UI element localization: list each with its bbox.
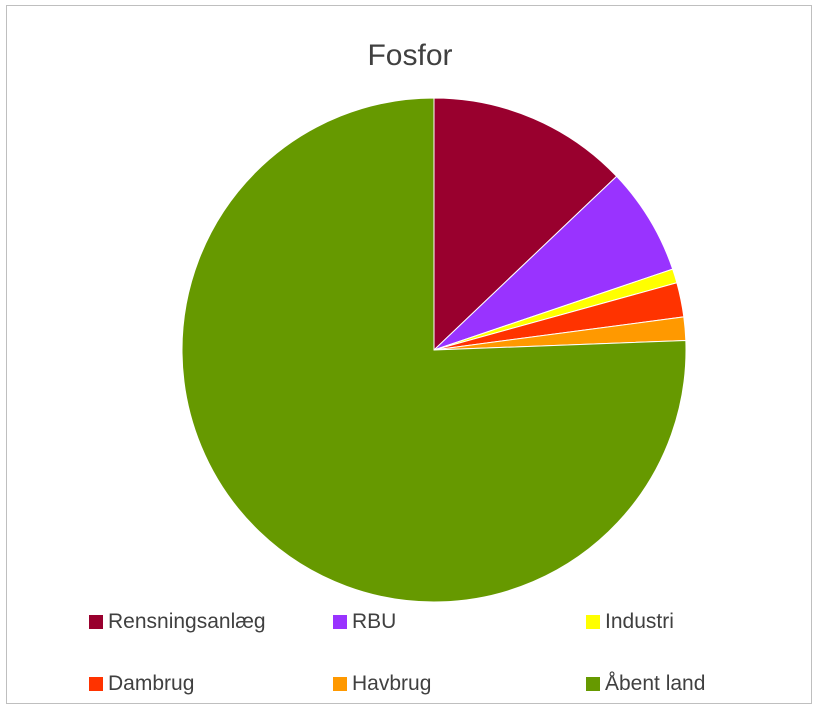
legend-label: Åbent land — [605, 672, 706, 695]
chart-frame: Fosfor Rensningsanlæg RBU Industri Dambr… — [6, 5, 812, 704]
pie-slice--bent-land — [181, 97, 687, 603]
pie-chart — [181, 97, 687, 603]
legend-label: Rensningsanlæg — [108, 610, 266, 633]
legend-item-rensningsanlaeg: Rensningsanlæg — [89, 609, 266, 635]
pie-slice-rbu — [433, 175, 674, 351]
chart-title: Fosfor — [367, 39, 453, 72]
legend-swatch — [89, 677, 103, 691]
legend-swatch — [586, 677, 600, 691]
legend-swatch — [89, 615, 103, 629]
pie-slice-rensningsanl-g — [433, 97, 618, 352]
legend-swatch — [586, 615, 600, 629]
legend-item-rbu: RBU — [333, 609, 396, 635]
legend-label: Dambrug — [108, 672, 195, 695]
legend-label: RBU — [352, 610, 397, 633]
legend-item-aabent-land: Åbent land — [586, 671, 705, 697]
legend-swatch — [333, 615, 347, 629]
legend-swatch — [333, 677, 347, 691]
legend-item-havbrug: Havbrug — [333, 671, 431, 697]
legend-label: Havbrug — [352, 672, 432, 695]
legend-item-industri: Industri — [586, 609, 674, 635]
legend-label: Industri — [605, 610, 674, 633]
legend-item-dambrug: Dambrug — [89, 671, 194, 697]
